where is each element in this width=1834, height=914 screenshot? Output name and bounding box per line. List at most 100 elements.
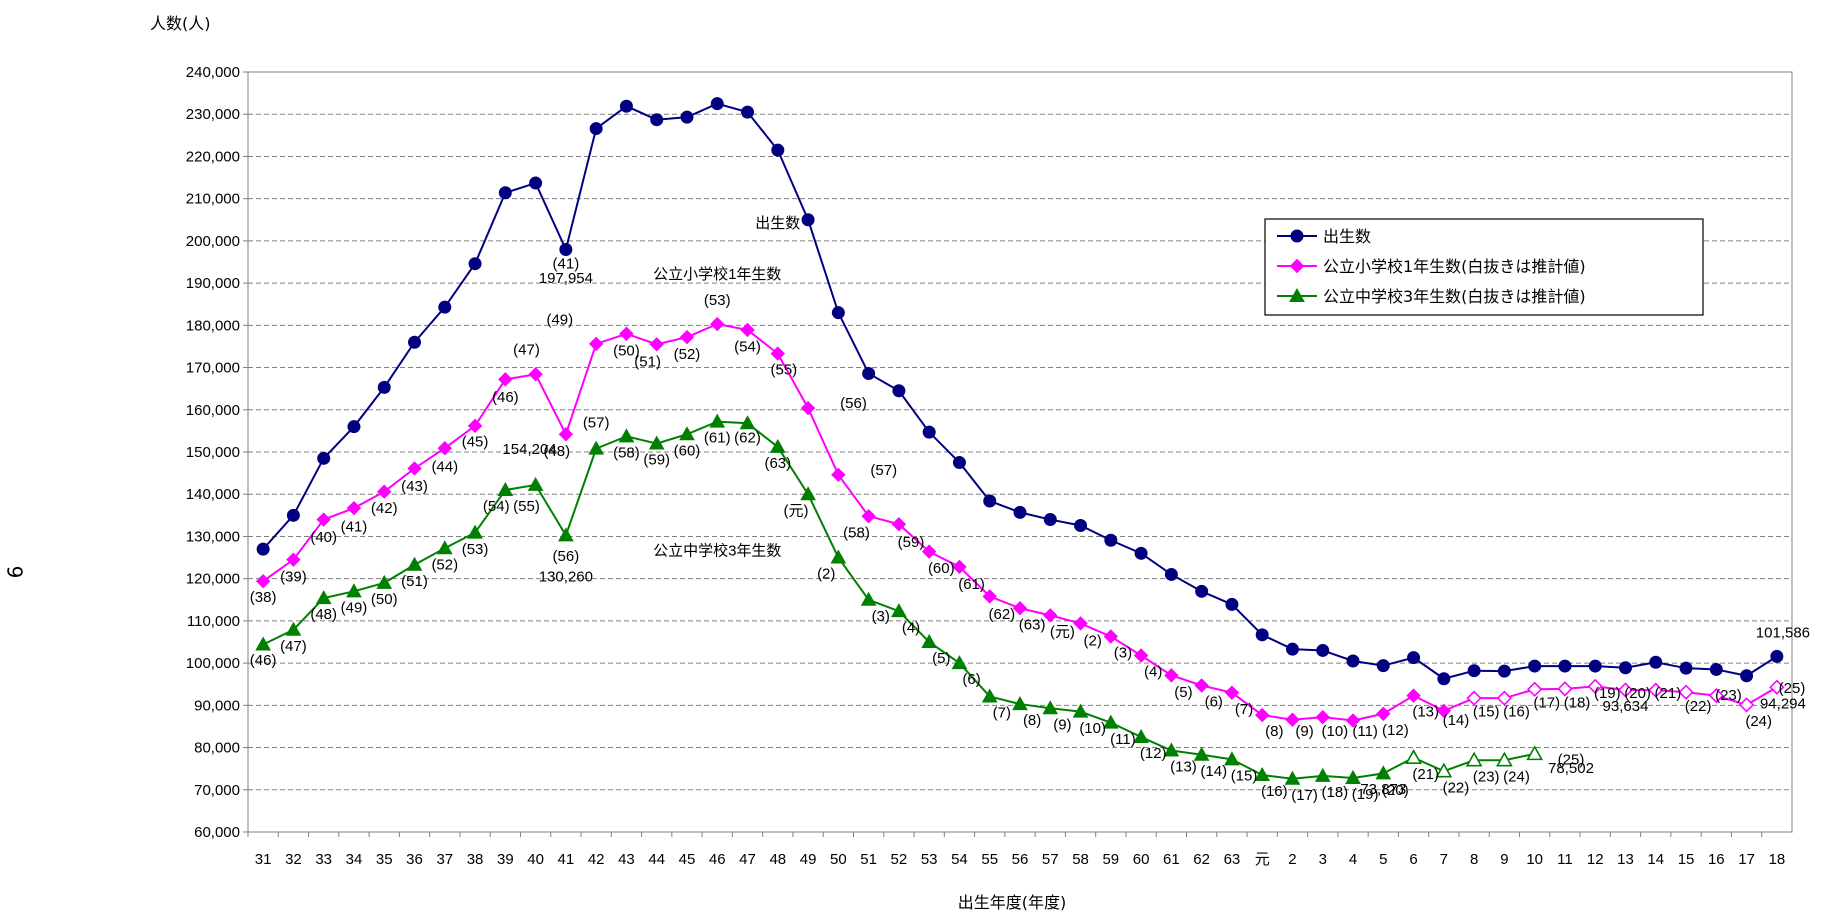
data-label: (4) [1144, 664, 1162, 681]
data-label: (11) [1110, 731, 1136, 748]
data-label: (5) [932, 650, 950, 667]
data-label: (15) [1231, 767, 1258, 784]
data-point [1043, 513, 1057, 527]
data-point [316, 512, 331, 527]
data-label: (13) [1170, 759, 1197, 776]
data-label: (23) [1473, 768, 1500, 785]
data-point [1709, 662, 1723, 676]
data-point [559, 243, 573, 257]
data-point [860, 591, 877, 606]
data-point [1437, 672, 1451, 686]
data-point [800, 486, 816, 501]
data-label: (52) [431, 556, 458, 573]
data-point [436, 540, 453, 555]
x-tick-label: 31 [255, 851, 272, 868]
data-point [1133, 648, 1149, 663]
data-point [921, 544, 937, 559]
data-point [771, 143, 785, 157]
y-tick-label: 70,000 [194, 782, 240, 799]
data-label: 154,204 [502, 441, 556, 458]
data-point [1496, 751, 1513, 767]
x-tick-label: 32 [285, 851, 302, 868]
data-point [377, 380, 391, 394]
data-point [1289, 287, 1305, 302]
data-point [1678, 684, 1694, 700]
data-point [1467, 664, 1481, 678]
x-tick-label: 36 [406, 851, 423, 868]
data-point [741, 105, 755, 119]
data-label: (60) [674, 442, 701, 459]
x-tick-label: 7 [1440, 851, 1448, 868]
data-point [1193, 746, 1210, 761]
data-point [831, 467, 846, 483]
x-tick-label: 11 [1557, 851, 1573, 868]
data-point [1740, 669, 1754, 683]
data-point [1163, 742, 1180, 757]
data-point [892, 384, 906, 398]
data-point [862, 366, 876, 380]
data-label: (5) [1174, 684, 1192, 701]
data-point [377, 484, 392, 499]
x-tick-label: 38 [467, 851, 484, 868]
legend-entry: 出生数 [1277, 227, 1371, 246]
data-point [1618, 661, 1632, 675]
data-label: (20) [1624, 685, 1651, 702]
data-label: (41) [553, 255, 580, 272]
data-point [1769, 679, 1785, 695]
data-label: (14) [1200, 763, 1227, 780]
data-point [1406, 688, 1421, 703]
series-1 [256, 97, 1784, 686]
data-label: (63) [1019, 616, 1046, 633]
x-tick-label: 60 [1133, 851, 1150, 868]
data-label: (3) [872, 608, 890, 625]
legend-label: 公立小学校1年生数(白抜きは推計値) [1323, 257, 1586, 276]
data-label: (2) [1083, 632, 1101, 649]
data-point [1102, 714, 1119, 729]
x-tick-label: 40 [527, 851, 544, 868]
data-point [1074, 518, 1088, 532]
x-tick-label: 3 [1319, 851, 1327, 868]
data-point [1225, 597, 1239, 611]
data-label: (2) [817, 566, 835, 583]
x-tick-label: 13 [1617, 851, 1634, 868]
data-point [1679, 661, 1693, 675]
data-point [438, 300, 452, 314]
data-label: (17) [1291, 787, 1318, 804]
data-label: (53) [462, 541, 489, 558]
data-point [1376, 706, 1391, 721]
data-point [558, 427, 574, 442]
data-label: (52) [674, 346, 701, 363]
data-label: (21) [1655, 685, 1682, 702]
x-tick-label: 2 [1288, 851, 1296, 868]
data-point [1104, 533, 1118, 547]
data-point [1435, 762, 1453, 778]
x-axis-title: 出生年度(年度) [958, 893, 1067, 912]
data-label: (43) [401, 478, 428, 495]
data-point [498, 186, 512, 200]
y-tick-label: 150,000 [186, 444, 240, 461]
data-point [830, 549, 847, 564]
data-point [1073, 616, 1088, 631]
data-point [710, 97, 724, 111]
data-label: (13) [1412, 704, 1439, 721]
data-label: 公立小学校1年生数 [653, 266, 781, 283]
data-point [255, 636, 271, 651]
data-point [315, 590, 332, 605]
data-label: (55) [513, 498, 540, 515]
x-tick-label: 53 [921, 851, 938, 868]
data-point [1285, 712, 1300, 727]
data-label: (38) [250, 589, 277, 606]
y-tick-label: 100,000 [186, 655, 240, 672]
data-label: (17) [1533, 694, 1560, 711]
x-tick-label: 45 [679, 851, 696, 868]
x-tick-label: 35 [376, 851, 393, 868]
data-label: (60) [928, 560, 955, 577]
x-tick-labels: 31 32 33 34 35 36 37 38 39 40 41 42 43 44 45 46 47 48 49 50… [255, 851, 1785, 868]
data-label: (15) [1473, 704, 1500, 721]
data-point [619, 99, 633, 113]
data-point [983, 494, 997, 508]
x-tick-label: 46 [709, 851, 726, 868]
x-tick-label: 10 [1526, 851, 1543, 868]
data-point [891, 516, 907, 532]
y-tick-label: 140,000 [186, 486, 240, 503]
